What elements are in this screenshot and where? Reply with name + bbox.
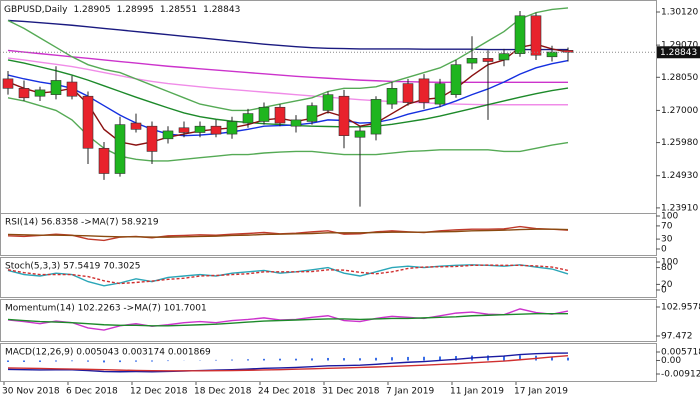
candle-body (194, 125, 206, 133)
y-tick-label: 0 (661, 245, 667, 255)
candle-body (82, 95, 94, 149)
indicator-line (7, 352, 569, 373)
y-tick-label: 0 (661, 286, 667, 296)
candle-body (50, 80, 62, 95)
candle-body (242, 113, 254, 124)
chart-header: GBPUSD,Daily 1.28905 1.28995 1.28551 1.28843 (4, 5, 240, 15)
indicator-line (7, 228, 569, 238)
candle-body (114, 124, 126, 174)
candle-body (322, 94, 334, 111)
candle-body (210, 125, 222, 135)
candle-body (434, 83, 446, 105)
x-tick-label: 12 Dec 2018 (130, 387, 188, 397)
candle-body (130, 122, 142, 130)
candle-body (402, 83, 414, 103)
y-tick-label: 80 (661, 263, 673, 273)
x-tick-label: 17 Jan 2019 (514, 387, 568, 397)
y-tick-label: -0.00912 (661, 370, 700, 380)
candle-body (482, 58, 494, 62)
y-tick-label: 20 (661, 280, 673, 290)
indicator-line (7, 7, 569, 112)
indicator-line (7, 355, 569, 372)
x-tick-label: 6 Dec 2018 (66, 387, 118, 397)
indicator-line (7, 264, 569, 285)
candle-body (98, 147, 110, 174)
indicator-line (7, 43, 569, 146)
candle-body (530, 15, 542, 56)
ohlc-close: 1.28843 (203, 5, 240, 15)
y-tick-label: 100 (661, 212, 678, 222)
candle-body (18, 88, 30, 99)
x-tick-label: 31 Dec 2018 (322, 387, 380, 397)
ohlc-open: 1.28905 (73, 5, 110, 15)
y-tick-label: 1.24930 (661, 171, 698, 181)
candle-body (354, 130, 366, 138)
y-tick-label: 1.30120 (661, 7, 698, 17)
candle-body (562, 50, 574, 53)
y-tick-label: 1.23910 (661, 203, 698, 213)
candle-body (178, 127, 190, 133)
panel-title: Stoch(5,3,3) 57.5419 70.3025 (5, 262, 140, 272)
candle-body (418, 78, 430, 103)
candle-body (226, 121, 238, 135)
x-tick-label: 24 Dec 2018 (258, 387, 316, 397)
panel-title: RSI(14) 56.8358 ->MA(7) 58.9219 (5, 218, 159, 228)
indicator-line (7, 312, 568, 327)
candle-body (514, 15, 526, 54)
indicator-line (7, 49, 568, 84)
y-tick-label: 100 (661, 258, 678, 268)
candle-body (34, 89, 46, 97)
panel-frame (0, 299, 657, 342)
y-tick-label: 97.472 (661, 332, 693, 342)
candle-body (2, 78, 14, 89)
panel-title: Momentum(14) 102.2263 ->MA(7) 101.7001 (5, 304, 207, 314)
candle-body (498, 53, 510, 61)
panel-frame (0, 257, 657, 298)
candle-body (450, 64, 462, 95)
ohlc-high: 1.28995 (117, 5, 154, 15)
x-tick-label: 30 Nov 2018 (2, 387, 60, 397)
y-tick-label: 1.29070 (661, 41, 698, 51)
y-tick-label: 1.27000 (661, 106, 698, 116)
candle-body (466, 58, 478, 64)
x-tick-label: 11 Jan 2019 (450, 387, 504, 397)
y-tick-label: 102.9578 (661, 303, 700, 313)
y-tick-label: 0.00 (661, 356, 681, 366)
candle-body (370, 99, 382, 135)
y-tick-label: 30 (661, 235, 673, 245)
candle-body (386, 88, 398, 105)
indicator-line (7, 59, 569, 137)
x-tick-label: 7 Jan 2019 (386, 387, 434, 397)
candle-body (338, 95, 350, 136)
x-tick-label: 18 Dec 2018 (194, 387, 252, 397)
candle-body (66, 81, 78, 97)
panel-frame (0, 343, 657, 382)
y-tick-label: 1.28050 (661, 73, 698, 83)
last-price-label: 1.28843 (660, 48, 697, 58)
last-price-box (657, 46, 700, 59)
indicator-line (7, 97, 569, 162)
y-tick-label: 0.005718 (661, 348, 700, 358)
candle-body (146, 125, 158, 152)
candle-body (162, 130, 174, 140)
panel-frame (0, 213, 657, 256)
candle-body (290, 119, 302, 127)
ohlc-low: 1.28551 (160, 5, 197, 15)
indicator-line (7, 57, 568, 106)
symbol-title: GBPUSD,Daily (4, 5, 68, 15)
panel-title: MACD(12,26,9) 0.005043 0.003174 0.001869 (5, 348, 211, 358)
candle-body (258, 106, 270, 122)
candle-body (274, 106, 286, 124)
y-tick-label: 1.25980 (661, 138, 698, 148)
y-tick-label: 70 (661, 221, 673, 231)
candle-body (306, 105, 318, 122)
